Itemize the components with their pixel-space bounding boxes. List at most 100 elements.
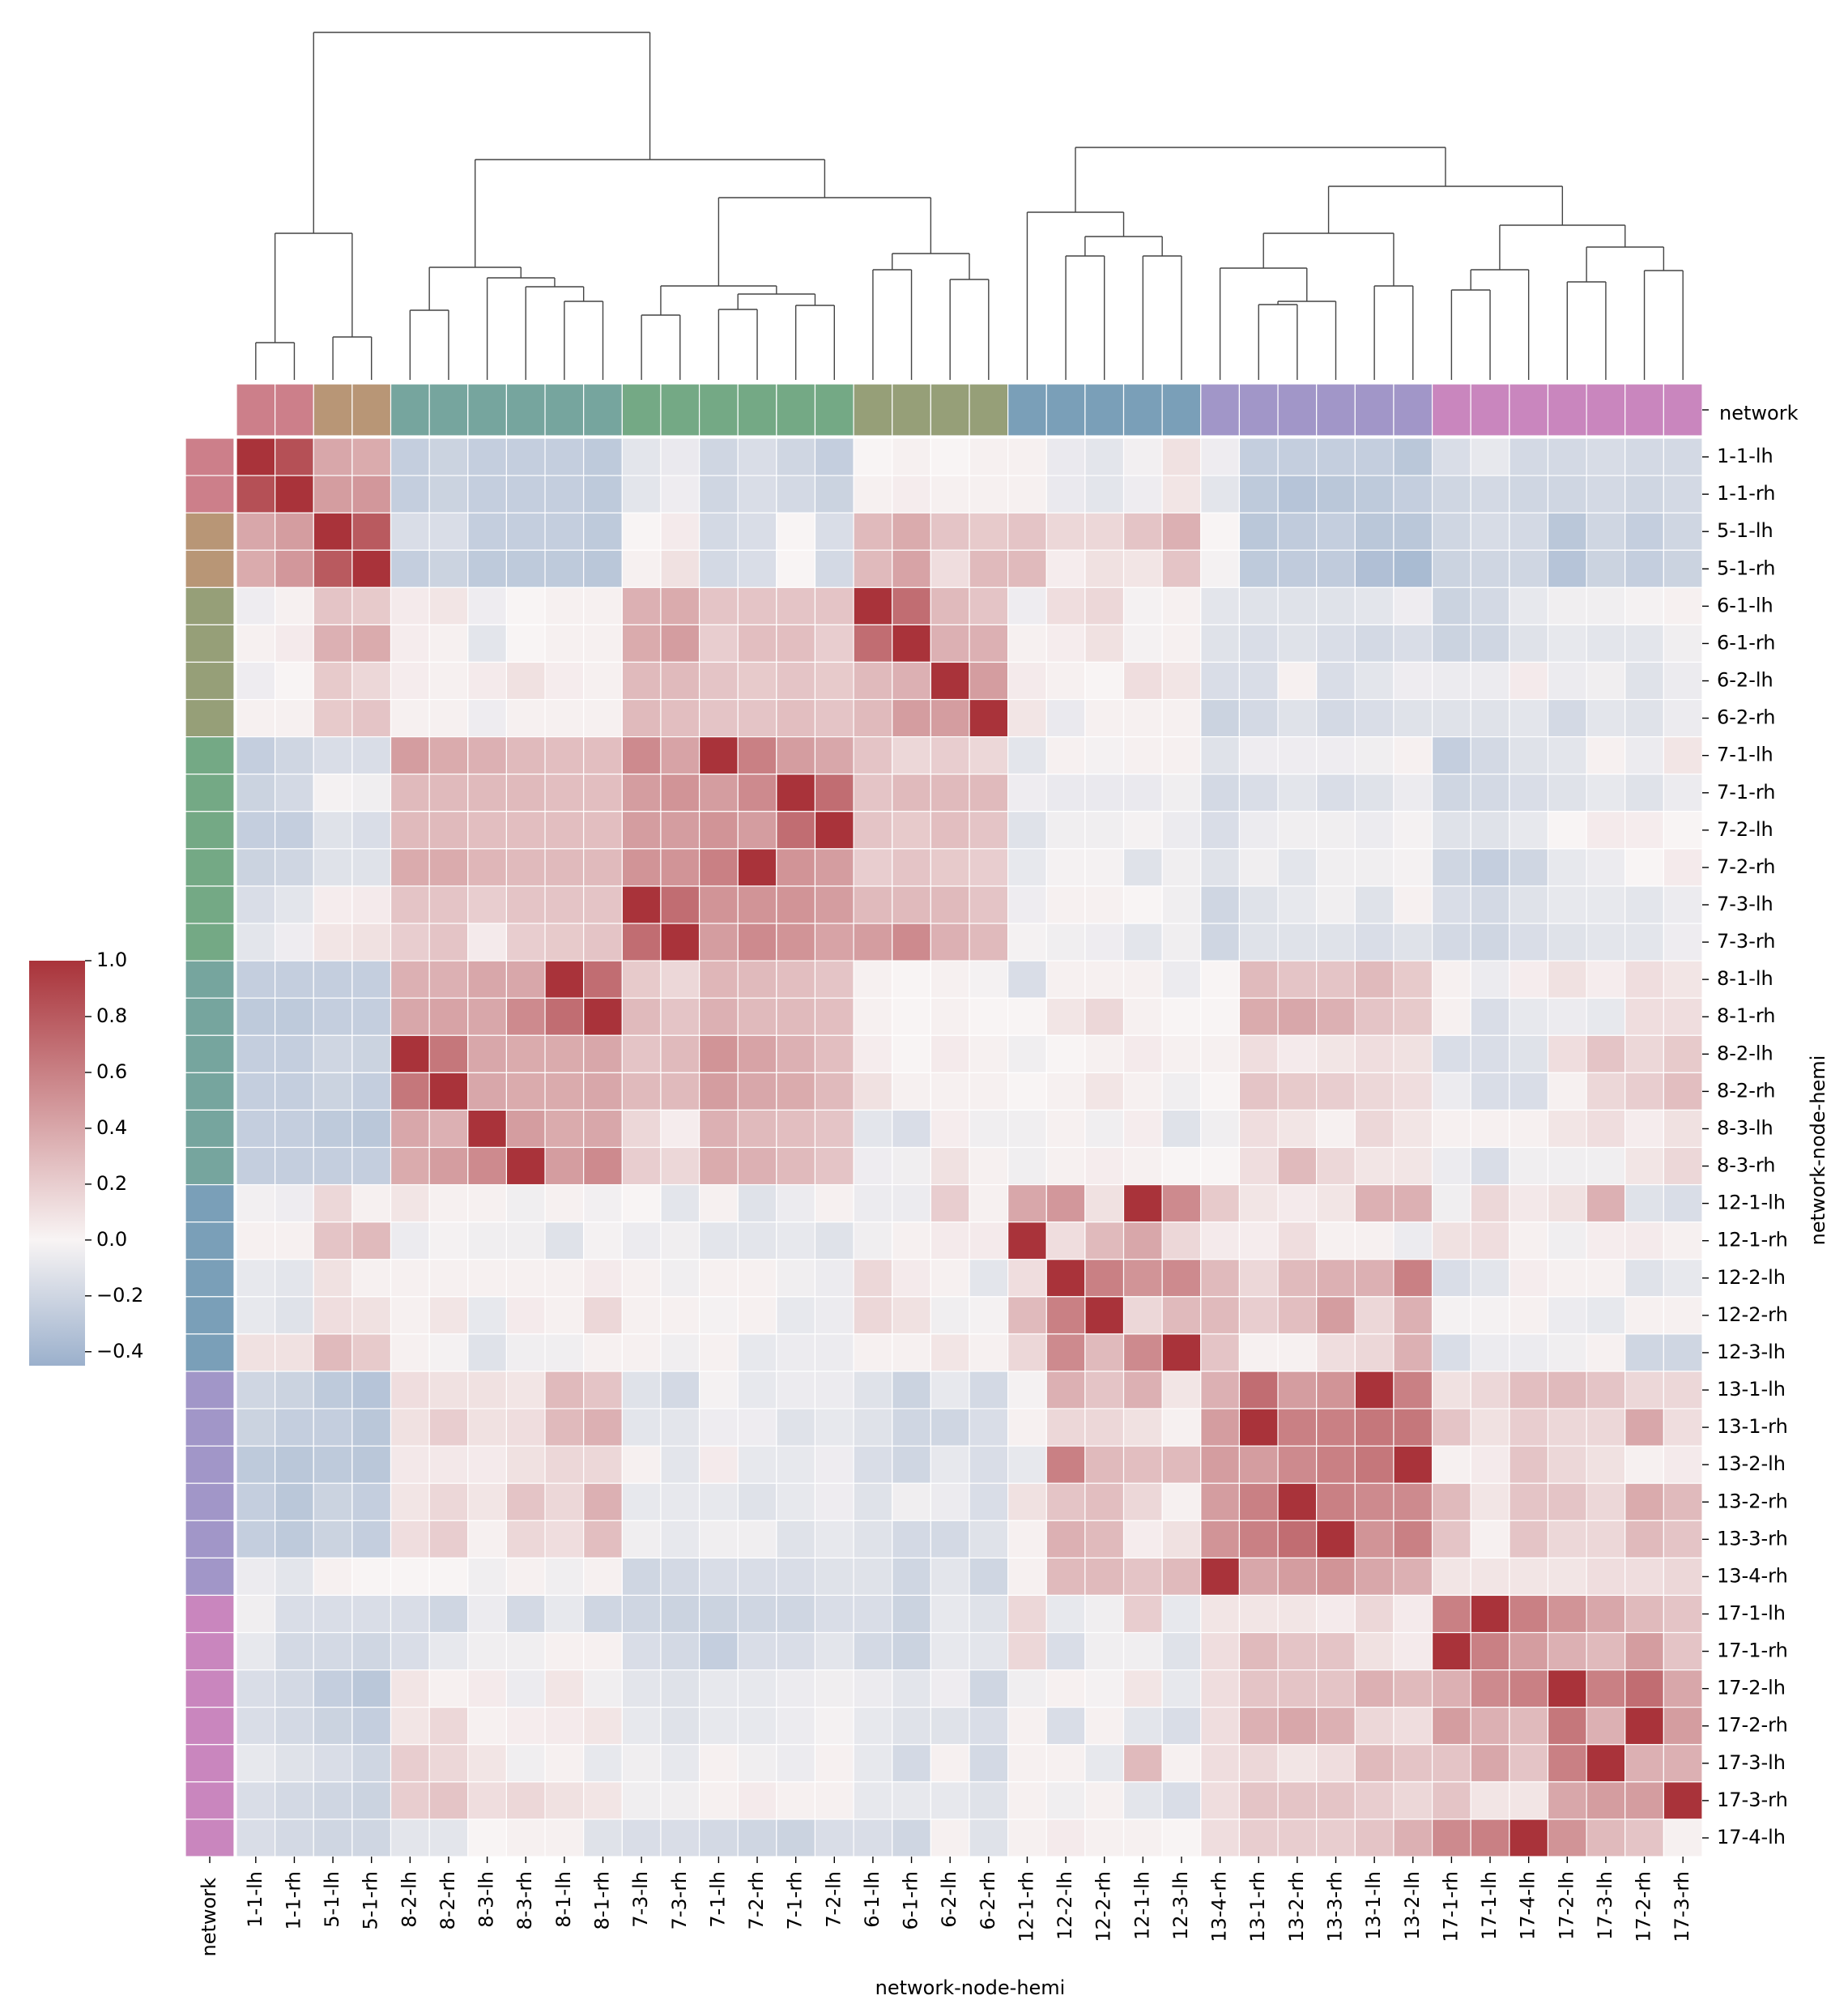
heatmap-cell-8-2-rh-x-12-2-rh (1084, 1072, 1125, 1111)
heatmap-cell-12-1-lh-x-17-3-lh (1586, 1183, 1626, 1223)
col-band-13-4-rh (1200, 383, 1241, 437)
col-band-17-2-rh (1624, 383, 1664, 437)
heatmap-cell-8-2-lh-x-17-3-rh (1663, 1034, 1703, 1073)
heatmap-cell-6-1-rh-x-17-3-rh (1663, 624, 1703, 663)
heatmap-cell-12-1-lh-x-8-1-lh (544, 1183, 585, 1223)
heatmap-cell-17-4-lh-x-12-2-rh (1084, 1819, 1125, 1857)
heatmap-cell-13-1-lh-x-13-3-rh (1316, 1371, 1356, 1409)
heatmap-cell-8-2-lh-x-13-4-rh (1200, 1034, 1241, 1073)
heatmap-cell-8-3-rh-x-13-3-rh (1316, 1146, 1356, 1186)
heatmap-cell-7-1-lh-x-7-3-lh (621, 736, 662, 775)
heatmap-cell-12-1-lh-x-17-4-lh (1509, 1183, 1549, 1223)
colorbar-tick-label: 0.6 (96, 1060, 127, 1083)
row-band-7-1-rh (185, 774, 235, 812)
heatmap-cell-13-3-rh-x-17-3-rh (1663, 1520, 1703, 1558)
row-label-8-2-rh: 8-2-rh (1717, 1079, 1776, 1102)
heatmap-cell-12-3-lh-x-17-4-lh (1509, 1333, 1549, 1372)
heatmap-cell-12-2-rh-x-7-2-rh (737, 1296, 777, 1335)
row-band-13-1-rh (185, 1408, 235, 1447)
heatmap-cell-17-3-rh-x-13-2-rh (1277, 1781, 1318, 1820)
heatmap-cell-13-2-rh-x-17-2-rh (1624, 1482, 1664, 1521)
heatmap-cell-8-2-lh-x-13-2-rh (1277, 1034, 1318, 1073)
heatmap-cell-12-2-lh-x-1-1-lh (236, 1259, 276, 1298)
heatmap-cell-8-1-lh-x-8-2-lh (390, 960, 430, 999)
heatmap-cell-17-1-lh-x-17-3-rh (1663, 1594, 1703, 1634)
heatmap-cell-1-1-lh-x-5-1-lh (313, 437, 353, 476)
heatmap-cell-17-3-lh-x-13-4-rh (1200, 1744, 1241, 1783)
heatmap-cell-8-3-rh-x-8-1-lh (544, 1146, 585, 1186)
col-label-8-2-rh: 8-2-rh (436, 1871, 459, 1930)
heatmap-cell-13-2-lh-x-8-3-lh (467, 1445, 508, 1484)
heatmap-cell-17-1-rh-x-5-1-rh (351, 1631, 392, 1671)
heatmap-cell-12-2-lh-x-1-1-rh (275, 1259, 314, 1298)
heatmap-cell-5-1-lh-x-1-1-rh (275, 512, 314, 551)
heatmap-cell-17-2-rh-x-5-1-lh (313, 1707, 353, 1746)
heatmap-cell-6-2-lh-x-1-1-lh (236, 661, 276, 701)
heatmap-cell-17-1-lh-x-12-1-rh (1007, 1594, 1047, 1634)
heatmap-cell-12-1-rh-x-12-2-rh (1084, 1222, 1125, 1260)
heatmap-cell-8-3-lh-x-8-3-rh (505, 1109, 546, 1149)
heatmap-cell-7-3-rh-x-13-1-lh (1354, 923, 1395, 961)
heatmap-cell-7-2-lh-x-8-1-lh (544, 811, 585, 850)
heatmap-cell-17-4-lh-x-13-2-rh (1277, 1819, 1318, 1857)
heatmap-cell-13-2-rh-x-17-3-lh (1586, 1482, 1626, 1521)
heatmap-cell-8-1-rh-x-6-2-lh (930, 997, 970, 1036)
heatmap-cell-7-1-rh-x-17-2-lh (1547, 774, 1587, 812)
heatmap-cell-8-3-rh-x-12-2-lh (1045, 1146, 1086, 1186)
heatmap-cell-8-1-lh-x-6-2-rh (969, 960, 1009, 999)
heatmap-cell-12-1-lh-x-12-3-lh (1161, 1183, 1202, 1223)
heatmap-cell-7-3-lh-x-1-1-rh (275, 885, 314, 924)
heatmap-cell-8-2-lh-x-7-2-rh (737, 1034, 777, 1073)
heatmap-cell-13-4-rh-x-17-4-lh (1509, 1557, 1549, 1597)
heatmap-cell-13-1-lh-x-17-2-rh (1624, 1371, 1664, 1409)
heatmap-cell-8-3-lh-x-13-4-rh (1200, 1109, 1241, 1149)
col-label-8-1-rh: 8-1-rh (591, 1871, 614, 1930)
heatmap-cell-13-1-lh-x-12-1-lh (1122, 1371, 1163, 1409)
heatmap-cell-8-1-lh-x-17-3-rh (1663, 960, 1703, 999)
heatmap-cell-7-1-lh-x-13-4-rh (1200, 736, 1241, 775)
heatmap-cell-6-1-lh-x-13-2-rh (1277, 586, 1318, 626)
heatmap-cell-7-2-lh-x-7-3-rh (660, 811, 700, 850)
heatmap-cell-12-1-lh-x-1-1-rh (275, 1183, 314, 1223)
heatmap-cell-17-3-lh-x-6-2-lh (930, 1744, 970, 1783)
heatmap-cell-5-1-lh-x-17-3-lh (1586, 512, 1626, 551)
heatmap-cell-17-4-lh-x-8-2-rh (428, 1819, 469, 1857)
heatmap-cell-7-3-lh-x-7-2-lh (814, 885, 854, 924)
heatmap-cell-8-3-rh-x-17-3-lh (1586, 1146, 1626, 1186)
heatmap-cell-8-3-lh-x-17-3-lh (1586, 1109, 1626, 1149)
heatmap-cell-17-1-rh-x-17-3-rh (1663, 1631, 1703, 1671)
heatmap-cell-7-1-lh-x-17-4-lh (1509, 736, 1549, 775)
heatmap-cell-5-1-lh-x-12-2-lh (1045, 512, 1086, 551)
heatmap-cell-5-1-lh-x-5-1-lh (313, 512, 353, 551)
heatmap-cell-13-1-lh-x-17-3-lh (1586, 1371, 1626, 1409)
heatmap-cell-17-2-rh-x-12-1-lh (1122, 1707, 1163, 1746)
heatmap-cell-7-3-lh-x-8-3-rh (505, 885, 546, 924)
heatmap-cell-1-1-lh-x-6-2-rh (969, 437, 1009, 476)
heatmap-cell-7-2-lh-x-17-1-lh (1470, 811, 1510, 850)
heatmap-cell-6-2-lh-x-12-2-rh (1084, 661, 1125, 701)
heatmap-cell-6-1-rh-x-13-2-lh (1393, 624, 1433, 663)
col-label-7-1-lh: 7-1-lh (706, 1871, 729, 1928)
heatmap-cell-8-2-rh-x-13-4-rh (1200, 1072, 1241, 1111)
heatmap-cell-5-1-rh-x-7-3-rh (660, 549, 700, 588)
heatmap-cell-13-1-rh-x-5-1-rh (351, 1408, 392, 1447)
heatmap-cell-6-2-rh-x-1-1-lh (236, 698, 276, 738)
heatmap-cell-17-1-lh-x-12-1-lh (1122, 1594, 1163, 1634)
heatmap-cell-8-2-rh-x-8-2-rh (428, 1072, 469, 1111)
heatmap-cell-13-2-rh-x-17-2-lh (1547, 1482, 1587, 1521)
row-tick-labels: 1-1-lh1-1-rh5-1-lh5-1-rh6-1-lh6-1-rh6-2-… (1702, 409, 1788, 1848)
heatmap-cell-8-3-rh-x-17-3-rh (1663, 1146, 1703, 1186)
heatmap-cell-17-4-lh-x-12-1-lh (1122, 1819, 1163, 1857)
row-label-12-2-rh: 12-2-rh (1717, 1303, 1788, 1326)
heatmap-cell-17-3-lh-x-17-2-lh (1547, 1744, 1587, 1783)
heatmap-cell-1-1-rh-x-8-3-lh (467, 475, 508, 514)
heatmap-cell-6-1-rh-x-7-2-lh (814, 624, 854, 663)
heatmap-cell-5-1-rh-x-13-3-rh (1316, 549, 1356, 588)
heatmap-cell-8-1-lh-x-8-2-rh (428, 960, 469, 999)
heatmap-cell-12-1-lh-x-8-3-rh (505, 1183, 546, 1223)
heatmap-cell-8-2-rh-x-6-2-lh (930, 1072, 970, 1111)
heatmap-cell-1-1-rh-x-12-2-rh (1084, 475, 1125, 514)
heatmap-cell-12-2-rh-x-6-2-rh (969, 1296, 1009, 1335)
heatmap-cell-17-2-rh-x-7-2-rh (737, 1707, 777, 1746)
